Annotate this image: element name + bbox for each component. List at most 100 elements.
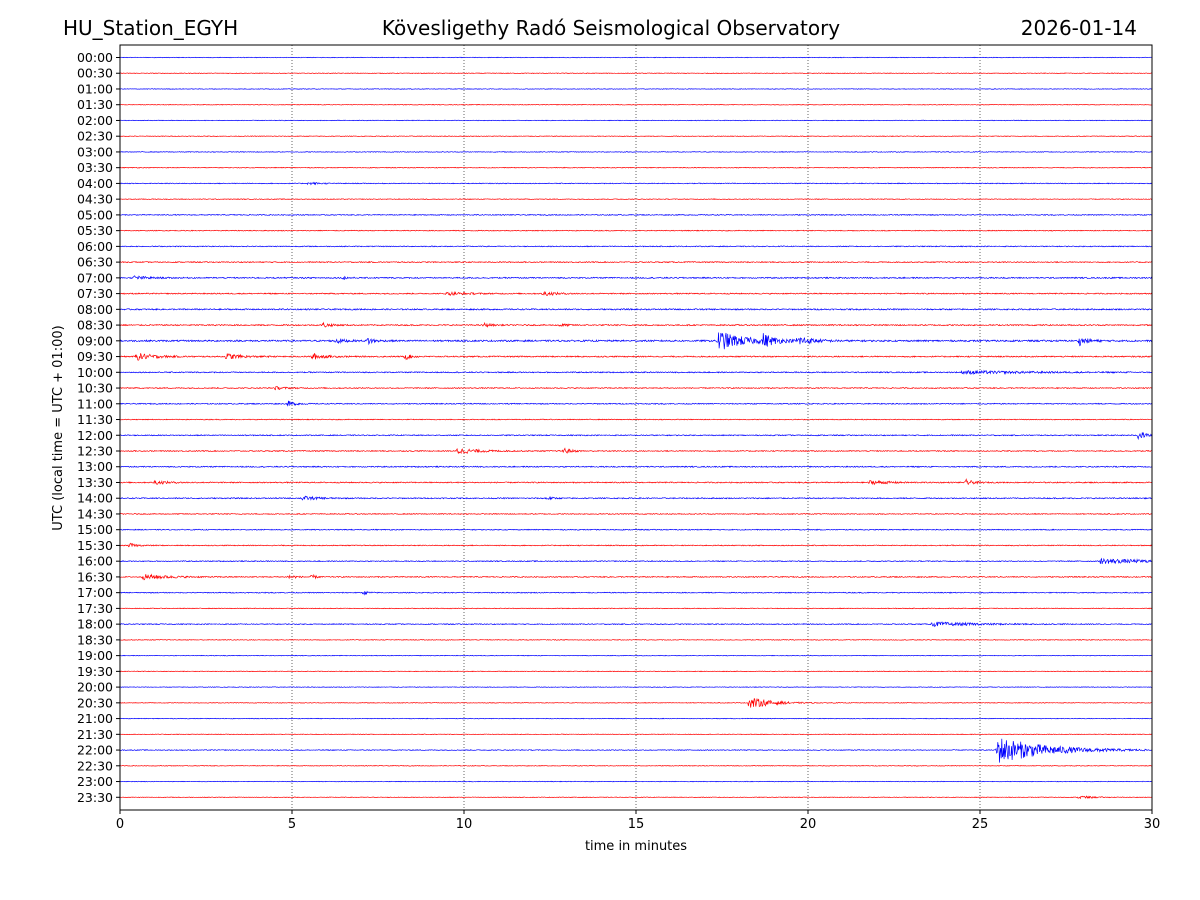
trace-row [119, 590, 1153, 596]
y-tick-label: 18:00 [77, 617, 113, 632]
y-tick-label: 06:00 [77, 239, 113, 254]
trace-row [119, 607, 1153, 610]
trace-row [119, 213, 1153, 216]
y-axis-ticks: 00:0000:3001:0001:3002:0002:3003:0003:30… [77, 50, 120, 805]
x-tick-label: 5 [288, 817, 296, 832]
x-tick-label: 25 [972, 817, 989, 832]
trace-row [119, 698, 1153, 708]
y-tick-label: 22:30 [77, 758, 113, 773]
trace-row [119, 495, 1153, 501]
x-axis-label: time in minutes [585, 839, 687, 854]
y-tick-label: 12:00 [77, 428, 113, 443]
y-tick-label: 14:00 [77, 491, 113, 506]
y-tick-label: 05:00 [77, 207, 113, 222]
trace-row [119, 542, 1153, 548]
trace-row [119, 670, 1153, 673]
trace-row [119, 181, 1153, 186]
y-tick-label: 13:00 [77, 459, 113, 474]
trace-row [119, 245, 1153, 248]
trace-row [119, 135, 1153, 137]
trace-row [119, 198, 1153, 201]
trace-row [119, 56, 1153, 59]
y-tick-label: 16:30 [77, 569, 113, 584]
y-tick-label: 15:00 [77, 522, 113, 537]
trace-row [119, 72, 1153, 75]
y-tick-label: 08:00 [77, 302, 113, 317]
trace-row [119, 369, 1153, 376]
trace-row [119, 780, 1153, 783]
y-tick-label: 00:30 [77, 66, 113, 81]
trace-row [119, 717, 1153, 720]
y-tick-label: 17:00 [77, 585, 113, 600]
y-tick-label: 06:30 [77, 255, 113, 270]
y-tick-label: 09:30 [77, 349, 113, 364]
y-tick-label: 03:00 [77, 144, 113, 159]
trace-row [119, 332, 1153, 350]
trace-row [119, 88, 1153, 90]
y-tick-label: 20:00 [77, 680, 113, 695]
y-axis-label: UTC (local time = UTC + 01:00) [51, 325, 66, 530]
y-tick-label: 21:30 [77, 727, 113, 742]
trace-row [119, 557, 1153, 565]
trace-row [119, 321, 1153, 328]
y-tick-label: 01:00 [77, 81, 113, 96]
y-tick-label: 15:30 [77, 538, 113, 553]
y-tick-label: 14:30 [77, 506, 113, 521]
y-tick-label: 00:00 [77, 50, 113, 65]
trace-row [119, 447, 1153, 455]
trace-row [119, 465, 1153, 468]
y-tick-label: 16:00 [77, 554, 113, 569]
y-tick-label: 22:00 [77, 743, 113, 758]
trace-row [119, 795, 1153, 800]
x-axis-ticks: 0 5 10 15 20 25 30 [116, 810, 1160, 832]
y-tick-label: 12:30 [77, 444, 113, 459]
station-label: HU_Station_EGYH [63, 16, 238, 40]
y-tick-label: 02:30 [77, 129, 113, 144]
trace-row [119, 738, 1153, 763]
trace-row [119, 290, 1153, 297]
plot-frame [119, 44, 1153, 811]
y-tick-label: 10:30 [77, 381, 113, 396]
trace-row [119, 573, 1153, 581]
y-tick-label: 19:00 [77, 648, 113, 663]
trace-row [119, 229, 1153, 232]
trace-row [119, 307, 1153, 311]
y-tick-label: 11:00 [77, 396, 113, 411]
y-tick-label: 09:00 [77, 333, 113, 348]
y-tick-label: 17:30 [77, 601, 113, 616]
trace-row [119, 621, 1153, 628]
trace-row [119, 478, 1153, 486]
x-tick-label: 15 [628, 817, 645, 832]
trace-row [119, 275, 1153, 281]
trace-row [119, 528, 1153, 531]
y-tick-label: 18:30 [77, 632, 113, 647]
y-tick-label: 04:30 [77, 192, 113, 207]
y-tick-label: 08:30 [77, 318, 113, 333]
y-tick-label: 23:00 [77, 774, 113, 789]
x-tick-label: 10 [456, 817, 473, 832]
trace-row [119, 639, 1153, 641]
seismic-traces [119, 56, 1153, 800]
trace-row [119, 654, 1153, 657]
y-tick-label: 21:00 [77, 711, 113, 726]
y-tick-label: 05:30 [77, 223, 113, 238]
trace-row [119, 166, 1153, 169]
date-label: 2026-01-14 [1021, 16, 1137, 40]
trace-row [119, 119, 1153, 122]
y-tick-label: 03:30 [77, 160, 113, 175]
y-tick-label: 11:30 [77, 412, 113, 427]
trace-row [119, 151, 1153, 153]
trace-row [119, 765, 1153, 767]
x-tick-label: 20 [800, 817, 817, 832]
trace-row [119, 400, 1153, 407]
chart-title: Kövesligethy Radó Seismological Observat… [382, 16, 840, 40]
trace-row [119, 103, 1153, 106]
trace-row [119, 352, 1153, 361]
x-tick-label: 0 [116, 817, 124, 832]
y-tick-label: 13:30 [77, 475, 113, 490]
y-tick-label: 10:00 [77, 365, 113, 380]
trace-row [119, 686, 1153, 688]
y-tick-label: 19:30 [77, 664, 113, 679]
